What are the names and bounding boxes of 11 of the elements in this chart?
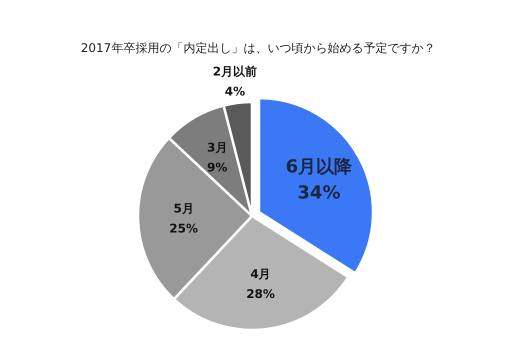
slice-label: 2月以前 — [212, 64, 258, 78]
data-label: 28% — [246, 287, 275, 302]
chart-title: 2017年卒採用の「内定出し」は、いつ頃から始める予定ですか？ — [80, 41, 436, 55]
slice-label: 4月 — [250, 267, 271, 282]
data-label: 25% — [169, 221, 198, 236]
data-label: 9% — [206, 160, 228, 174]
data-label: 34% — [297, 182, 340, 204]
slice-label: 3月 — [207, 140, 228, 154]
data-label: 4% — [224, 84, 246, 98]
slice-label: 6月以降 — [286, 156, 354, 178]
slice-label: 5月 — [173, 201, 194, 216]
